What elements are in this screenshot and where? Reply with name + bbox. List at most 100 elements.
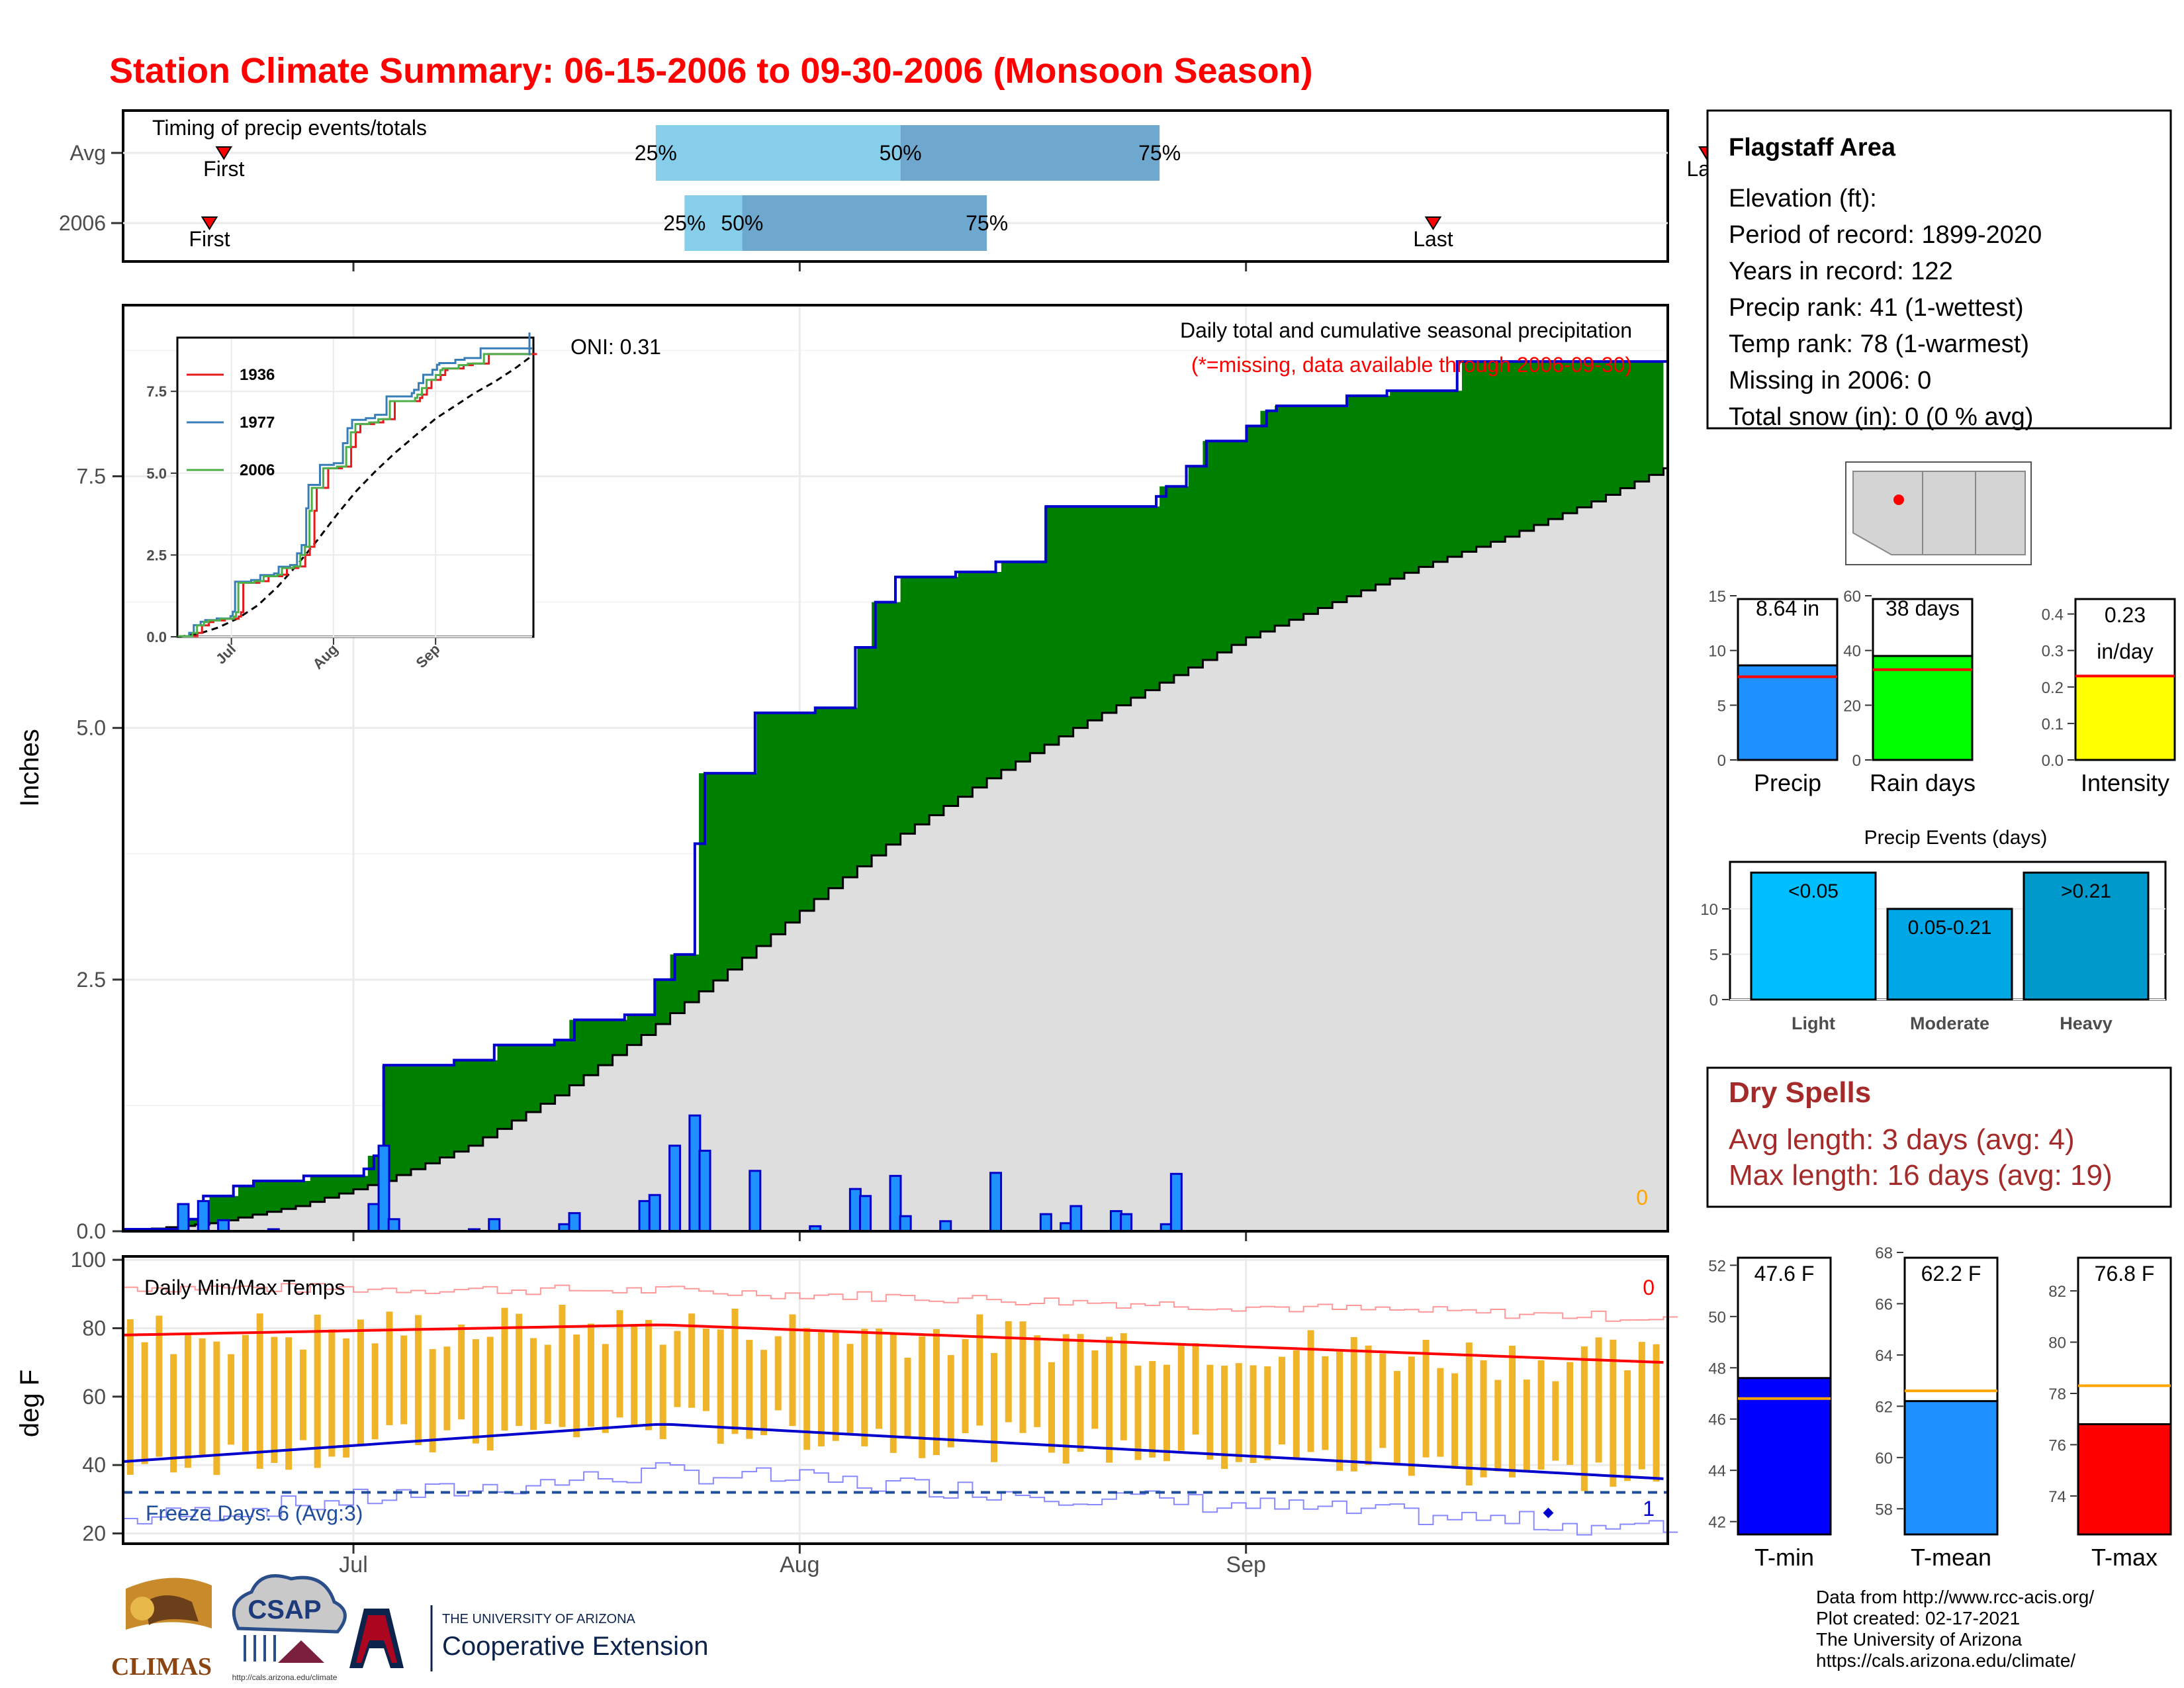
daily-temp-bar [1206,1364,1214,1460]
ua-logo: THE UNIVERSITY OF ARIZONA Cooperative Ex… [349,1605,708,1671]
daily-temp-bar [602,1344,609,1433]
daily-temp-bar [170,1354,177,1473]
daily-temp-bar [1653,1344,1660,1481]
mini-bar-y-tick: 0 [1852,752,1861,770]
precip-y-tick: 7.5 [77,465,106,489]
events-title: Precip Events (days) [1864,827,2048,849]
daily-temp-bar [1091,1350,1099,1429]
temp-bar-y-tick: 46 [1708,1411,1726,1429]
avg-tmin-line [122,1423,1664,1480]
inset-y-tick: 5.0 [146,465,167,482]
daily-temp-bar [1580,1346,1588,1491]
footer-credits: Data from http://www.rcc-acis.org/Plot c… [1816,1587,2094,1671]
mini-bar-value-unit: in/day [2097,639,2153,663]
mini-bar-value: 8.64 in [1756,596,1819,620]
daily-temp-bar [991,1352,998,1462]
station-info-line: Elevation (ft): [1729,185,1877,212]
temp-ylabel: deg F [15,1370,44,1437]
temp-bar-y-tick: 44 [1708,1462,1726,1480]
precip-ylabel: Inches [15,729,44,807]
temp-bar-y-tick: 58 [1875,1501,1893,1519]
daily-temp-bar [1595,1337,1602,1463]
cumulative-2006-line [122,360,1668,1231]
location-map [1845,461,2032,565]
daily-precip-bar [859,1195,872,1233]
precip-subtitle: (*=missing, data available through 2006-… [1191,353,1632,377]
daily-temp-bar [1494,1380,1502,1472]
arizona-shape [1852,471,1923,555]
daily-temp-bar [616,1310,623,1418]
daily-temp-bar [1451,1373,1459,1469]
page-title: Station Climate Summary: 06-15-2006 to 0… [109,51,1313,91]
daily-temp-bar [400,1335,408,1425]
daily-temp-bar [746,1340,753,1439]
precip-y-tick: 2.5 [77,968,106,992]
daily-temp-bar [516,1313,523,1427]
events-bar-range: <0.05 [1788,880,1839,902]
y2006-last-marker [1424,216,1442,230]
precip-frame [122,304,1669,1233]
ua-big-text: Cooperative Extension [442,1632,708,1661]
dry-spells-title: Dry Spells [1729,1076,1871,1109]
daily-temp-bar [1177,1344,1185,1451]
y2006-q50-label: 50% [721,211,763,235]
daily-temp-bar [947,1355,954,1448]
mini-bar-label: Rain days [1870,769,1976,796]
daily-temp-bar [1005,1321,1012,1423]
climas-text: CLIMAS [111,1653,212,1681]
freeze-days-label: Freeze Days: 6 (Avg:3) [146,1501,363,1525]
daily-temp-bar [1264,1366,1271,1460]
temp-bar-y-tick: 76 [2048,1436,2066,1454]
csap-url: http://cals.arizona.edu/climate [232,1673,338,1682]
daily-temp-bar [1235,1363,1242,1462]
daily-temp-bar [529,1338,537,1430]
events-bar-light [1750,871,1877,1001]
station-info-line: Temp rank: 78 (1-warmest) [1729,330,2029,358]
csap-logo: CSAP http://cals.arizona.edu/climate [232,1574,347,1682]
daily-temp-bar [1221,1366,1228,1470]
daily-temp-bar [976,1314,983,1426]
inset-y-tick: 0.0 [146,629,167,645]
daily-temp-bar [544,1344,551,1425]
daily-temp-bar [343,1338,350,1458]
daily-temp-bar [414,1315,422,1446]
daily-temp-bar [1523,1380,1530,1472]
footer-line: The University of Arizona [1816,1629,2023,1650]
daily-temp-bar [1638,1342,1645,1470]
daily-temp-bar [314,1315,321,1468]
temp-y-tick: 80 [82,1317,106,1340]
temp-bar-y-tick: 48 [1708,1360,1726,1378]
daily-temp-bar [1293,1350,1300,1458]
daily-temp-bar [1134,1366,1142,1460]
daily-temp-bar [228,1354,235,1445]
events-y-tick: 0 [1709,992,1718,1009]
temp-panel: Daily Min/Max Temps Freeze Days: 6 (Avg:… [15,1248,1678,1546]
daily-temp-bar [1062,1334,1069,1464]
daily-temp-bar [846,1344,854,1433]
daily-temp-bar [1422,1340,1430,1458]
daily-temp-bar [1394,1371,1401,1464]
daily-temp-bar [875,1328,882,1429]
daily-temp-bar [1480,1360,1487,1477]
daily-temp-bar [328,1329,336,1457]
avg-q50-label: 50% [880,141,922,165]
daily-temp-bar [645,1319,652,1430]
temp-bar-y-tick: 78 [2048,1385,2066,1403]
record-high-line [123,1283,1678,1322]
daily-temp-bar [156,1315,163,1457]
daily-temp-bar [371,1343,379,1440]
station-info-line: Years in record: 122 [1729,258,1953,285]
events-y-tick: 10 [1700,901,1718,919]
precip-y-tick: 0.0 [77,1219,106,1243]
daily-temp-bar [1408,1356,1415,1476]
inset-legend-label: 2006 [240,461,275,479]
daily-temp-bar [919,1336,926,1458]
y2006-first-label: First [189,227,230,251]
daily-temp-bar [1322,1356,1329,1450]
daily-temp-bar [271,1336,278,1463]
daily-temp-bar [1034,1335,1041,1427]
mini-bar-label: Intensity [2081,769,2169,796]
daily-precip-bar [367,1203,381,1233]
daily-temp-bar [501,1307,508,1431]
